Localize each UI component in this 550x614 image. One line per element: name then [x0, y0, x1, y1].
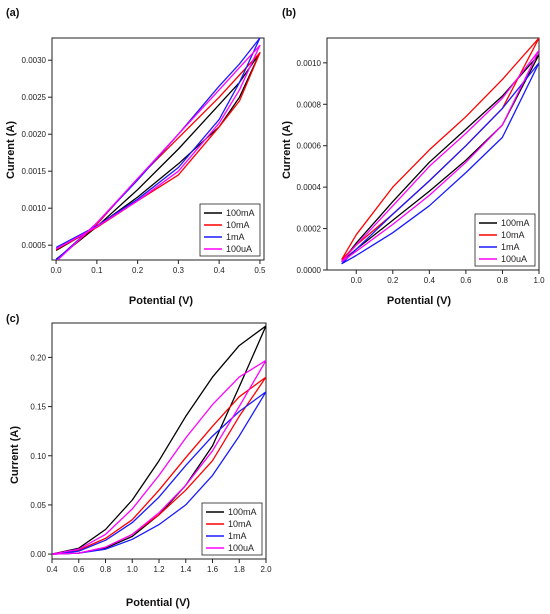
y-tick-label-a: 0.0020 — [22, 130, 47, 139]
x-tick-label-c: 1.4 — [180, 565, 192, 574]
y-tick-label-b: 0.0004 — [297, 183, 322, 192]
x-tick-label-b: 0.6 — [460, 276, 472, 285]
series-line-1mA-a — [55, 38, 261, 260]
y-tick-label-b: 0.0008 — [297, 100, 322, 109]
x-axis-title-c: Potential (V) — [126, 597, 191, 609]
legend-label-100mA-c: 100mA — [228, 507, 257, 517]
y-tick-label-b: 0.0006 — [297, 142, 322, 151]
y-tick-label-a: 0.0010 — [22, 204, 47, 213]
x-tick-label-a: 0.5 — [254, 266, 266, 275]
series-line-1mA-c — [52, 391, 266, 555]
series-line-100mA-b — [341, 53, 539, 263]
x-tick-label-c: 1.0 — [127, 565, 139, 574]
y-axis-title-c: Current (A) — [9, 426, 21, 484]
x-tick-label-a: 0.4 — [214, 266, 226, 275]
plot-frame-b — [326, 37, 540, 271]
x-tick-label-c: 0.6 — [73, 565, 85, 574]
x-tick-label-b: 0.2 — [387, 276, 399, 285]
y-tick-label-a: 0.0025 — [22, 93, 47, 102]
y-tick-label-c: 0.00 — [30, 550, 46, 559]
x-tick-label-c: 1.6 — [207, 565, 219, 574]
y-tick-label-b: 0.0000 — [297, 266, 322, 275]
series-line-100uA-b — [341, 49, 539, 263]
legend-a — [199, 203, 261, 257]
plot-frame-a — [51, 37, 265, 261]
x-tick-label-c: 0.8 — [100, 565, 112, 574]
y-tick-label-b: 0.0010 — [297, 59, 322, 68]
y-tick-label-a: 0.0005 — [22, 241, 47, 250]
panel-label-c: (c) — [6, 313, 20, 325]
series-line-100uA-c — [52, 359, 266, 555]
x-tick-label-a: 0.0 — [51, 266, 63, 275]
legend-label-1mA-a: 1mA — [226, 232, 245, 242]
series-line-100uA-a — [55, 44, 261, 260]
legend-label-1mA-c: 1mA — [228, 531, 247, 541]
x-axis-title-a: Potential (V) — [129, 295, 194, 307]
y-tick-label-c: 0.20 — [30, 353, 46, 362]
series-line-100mA-c — [52, 325, 266, 555]
legend-label-10mA-b: 10mA — [501, 230, 525, 240]
x-tick-label-c: 0.4 — [46, 565, 58, 574]
x-axis-title-b: Potential (V) — [387, 295, 452, 307]
x-tick-label-a: 0.1 — [91, 266, 103, 275]
y-tick-label-c: 0.10 — [30, 452, 46, 461]
legend-label-100uA-c: 100uA — [228, 543, 254, 553]
legend-label-100mA-a: 100mA — [226, 208, 255, 218]
x-tick-label-b: 0.4 — [424, 276, 436, 285]
legend-label-100uA-a: 100uA — [226, 244, 252, 254]
legend-label-10mA-a: 10mA — [226, 220, 250, 230]
x-tick-label-a: 0.2 — [132, 266, 144, 275]
y-tick-label-c: 0.15 — [30, 403, 46, 412]
x-tick-label-b: 0.8 — [497, 276, 509, 285]
panel-b: (b) Potential (V) Current (A) 0.0 0.2 0.4 0… — [281, 7, 545, 307]
legend-b — [474, 213, 536, 267]
y-tick-label-a: 0.0030 — [22, 56, 47, 65]
y-tick-label-b: 0.0002 — [297, 225, 322, 234]
panel-label-a: (a) — [6, 7, 20, 19]
panel-label-b: (b) — [282, 7, 296, 19]
legend-label-1mA-b: 1mA — [501, 242, 520, 252]
panel-a: (a) Potential (V) Current (A) 0.0 0.1 0.2 0… — [5, 7, 266, 307]
legend-label-100uA-b: 100uA — [501, 254, 527, 264]
x-tick-label-a: 0.3 — [173, 266, 185, 275]
y-tick-label-a: 0.0015 — [22, 167, 47, 176]
series-line-1mA-b — [341, 62, 539, 265]
legend-label-100mA-b: 100mA — [501, 218, 530, 228]
x-tick-label-c: 1.8 — [234, 565, 246, 574]
x-tick-label-c: 1.2 — [153, 565, 165, 574]
legend-label-10mA-c: 10mA — [228, 519, 252, 529]
y-axis-title-b: Current (A) — [281, 121, 293, 179]
panel-c: (c) Potential (V) Current (A) 0.4 0.6 0.8 1… — [6, 313, 272, 609]
x-tick-label-c: 2.0 — [260, 565, 272, 574]
y-tick-label-c: 0.05 — [30, 501, 46, 510]
x-tick-label-b: 0.0 — [351, 276, 363, 285]
y-axis-title-a: Current (A) — [5, 121, 17, 179]
x-tick-label-b: 1.0 — [533, 276, 545, 285]
